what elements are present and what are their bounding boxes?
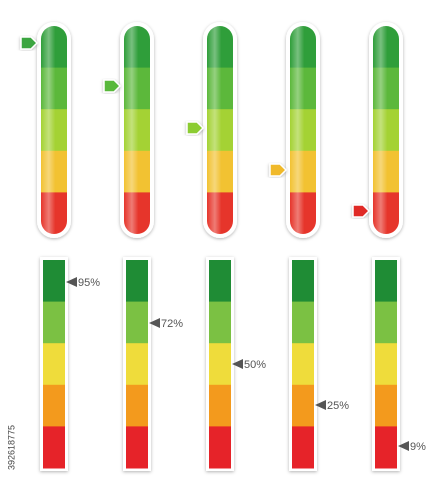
bar-segment [126, 260, 148, 303]
bar-segment [375, 343, 397, 386]
tube-gloss [207, 26, 233, 234]
bar-segment [375, 260, 397, 303]
bar-segment [209, 260, 231, 303]
percent-marker [315, 400, 326, 410]
percent-label: 50% [244, 359, 266, 371]
percent-marker [149, 318, 160, 328]
bar-segment [126, 301, 148, 344]
tube-gloss [124, 26, 150, 234]
bar-segment [292, 384, 314, 427]
percent-label: 95% [78, 277, 100, 289]
bar-segment [375, 426, 397, 469]
level-marker [352, 204, 371, 218]
bar-segment [126, 426, 148, 469]
percent-label: 25% [327, 400, 349, 412]
bar-segment [292, 426, 314, 469]
bar-segment [209, 426, 231, 469]
bar-segment [209, 301, 231, 344]
bar-segment [43, 426, 65, 469]
percent-marker [66, 277, 77, 287]
bar-segment [292, 343, 314, 386]
bar-segment [209, 343, 231, 386]
tube [286, 22, 320, 238]
tube-gloss [290, 26, 316, 234]
bar-segment [292, 260, 314, 303]
tube-gloss [41, 26, 67, 234]
bar-segment [209, 384, 231, 427]
percent-label: 9% [410, 441, 426, 453]
bar-segment [43, 384, 65, 427]
tube [369, 22, 403, 238]
level-marker [269, 163, 288, 177]
tube [120, 22, 154, 238]
percent-marker [232, 359, 243, 369]
percent-label: 72% [161, 318, 183, 330]
level-marker [103, 79, 122, 93]
bar-segment [292, 301, 314, 344]
percent-marker [398, 441, 409, 451]
bar-segment [126, 384, 148, 427]
bar-segment [43, 301, 65, 344]
tube-gloss [373, 26, 399, 234]
bar-segment [43, 260, 65, 303]
tube [203, 22, 237, 238]
bar-segment [43, 343, 65, 386]
level-marker [20, 36, 39, 50]
tube [37, 22, 71, 238]
bar-segment [375, 384, 397, 427]
level-marker [186, 121, 205, 135]
stock-id: 392618775 [6, 425, 16, 470]
bar-segment [375, 301, 397, 344]
bar-segment [126, 343, 148, 386]
